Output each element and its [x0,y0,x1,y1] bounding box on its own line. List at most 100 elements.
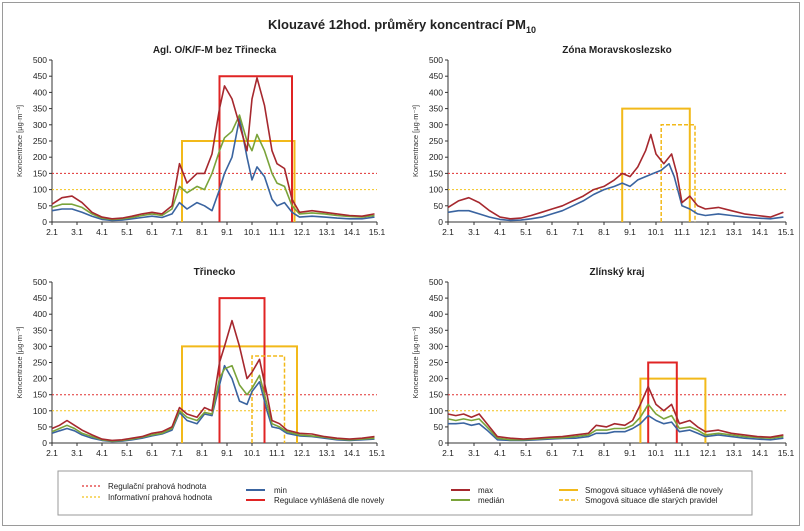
y-tick-label: 400 [429,309,443,319]
legend-label-smog-stara: Smogová situace dle starých pravidel [585,496,718,505]
legend-label-regulacni-prah: Regulační prahová hodnota [108,482,207,491]
chart-panel-2: Zóna Moravskoslezsko Koncentrace [µg·m⁻³]… [411,45,795,237]
x-tick-label: 6.1 [546,448,558,458]
y-tick-label: 500 [429,277,443,287]
episode-regulace [218,75,293,222]
y-tick-label: 350 [429,104,443,114]
x-tick-label: 11.1 [674,448,690,458]
y-tick-label: 350 [33,325,47,335]
x-tick-label: 6.1 [546,227,558,237]
x-tick-label: 14.1 [752,227,769,237]
x-tick-label: 9.1 [624,448,636,458]
x-tick-label: 5.1 [121,448,133,458]
x-tick-label: 14.1 [344,227,361,237]
x-tick-label: 15.1 [369,448,386,458]
y-tick-label: 350 [429,325,443,335]
series-max [447,133,784,220]
x-tick-label: 3.1 [71,448,83,458]
y-tick-label: 100 [429,406,443,416]
y-tick-label: 250 [429,358,443,368]
episode-regulace [218,297,266,443]
y-tick-label: 250 [33,358,47,368]
x-tick-label: 3.1 [468,448,480,458]
x-tick-label: 8.1 [598,227,610,237]
chart-panel-3: Třinecko Koncentrace [µg·m⁻³] 0 50 100 150 200… [15,267,386,458]
x-tick-label: 11.1 [269,227,285,237]
y-tick-label: 0 [42,438,47,448]
y-tick-label: 300 [429,120,443,130]
x-tick-label: 6.1 [146,448,158,458]
y-tick-label: 300 [429,341,443,351]
figure-title: Klouzavé 12hod. průměry koncentrací PM10 [268,17,536,35]
x-tick-label: 12.1 [294,448,311,458]
y-tick-label: 100 [429,185,443,195]
x-tick-label: 3.1 [71,227,83,237]
y-tick-label: 150 [33,390,47,400]
x-tick-label: 5.1 [520,448,532,458]
episode-smog-nova [639,377,707,443]
y-tick-label: 450 [33,293,47,303]
chart-title: Agl. O/K/F-M bez Třinecka [153,45,277,56]
x-tick-label: 4.1 [494,448,506,458]
y-tick-label: 50 [38,422,48,432]
x-tick-label: 13.1 [726,448,743,458]
y-tick-label: 500 [429,55,443,65]
y-tick-label: 50 [434,201,444,211]
series-median [51,114,375,221]
y-tick-label: 300 [33,341,47,351]
x-tick-label: 8.1 [196,227,208,237]
x-tick-label: 7.1 [572,448,584,458]
x-tick-label: 4.1 [96,227,108,237]
y-tick-label: 350 [33,104,47,114]
chart-title: Třinecko [194,267,236,278]
x-tick-label: 12.1 [700,227,717,237]
chart-panel-1: Agl. O/K/F-M bez Třinecka Koncentrace [µg… [15,45,386,237]
y-tick-label: 50 [38,201,48,211]
x-tick-label: 5.1 [121,227,133,237]
chart-title: Zlínský kraj [589,267,644,278]
y-tick-label: 100 [33,406,47,416]
series-max [51,319,375,442]
chart-title: Zóna Moravskoslezsko [562,45,671,56]
episode-smog-nova [621,107,691,222]
y-tick-label: 200 [33,374,47,384]
x-tick-label: 6.1 [146,227,158,237]
y-tick-label: 400 [429,87,443,97]
y-tick-label: 200 [429,374,443,384]
y-tick-label: 150 [429,390,443,400]
y-tick-label: 50 [434,422,444,432]
x-tick-label: 11.1 [269,448,285,458]
y-tick-label: 450 [429,71,443,81]
x-tick-label: 9.1 [221,448,233,458]
x-tick-label: 7.1 [171,227,183,237]
x-tick-label: 2.1 [46,448,58,458]
x-tick-label: 13.1 [319,448,336,458]
x-tick-label: 7.1 [171,448,183,458]
y-tick-label: 100 [33,185,47,195]
figure-frame [2,2,800,526]
episode-smog-nova [181,140,296,222]
series-min [448,414,784,442]
series-min [51,117,375,222]
x-tick-label: 10.1 [244,448,261,458]
legend-label-informacni-prah: Informativní prahová hodnota [108,493,213,502]
y-tick-label: 250 [33,136,47,146]
legend-label-median: medián [478,496,504,505]
x-tick-label: 15.1 [778,448,795,458]
series-max [447,385,784,440]
y-axis-label: Koncentrace [µg·m⁻³] [15,105,24,177]
x-tick-label: 2.1 [442,448,454,458]
series-max [51,77,375,220]
x-tick-label: 15.1 [778,227,795,237]
y-tick-label: 200 [33,152,47,162]
y-tick-label: 0 [438,217,443,227]
y-tick-label: 400 [33,87,47,97]
x-tick-label: 13.1 [726,227,743,237]
x-tick-label: 8.1 [598,448,610,458]
legend-box [57,470,753,516]
x-tick-label: 7.1 [572,227,584,237]
y-tick-label: 0 [438,438,443,448]
x-tick-label: 11.1 [674,227,690,237]
y-tick-label: 150 [429,168,443,178]
x-tick-label: 5.1 [520,227,532,237]
